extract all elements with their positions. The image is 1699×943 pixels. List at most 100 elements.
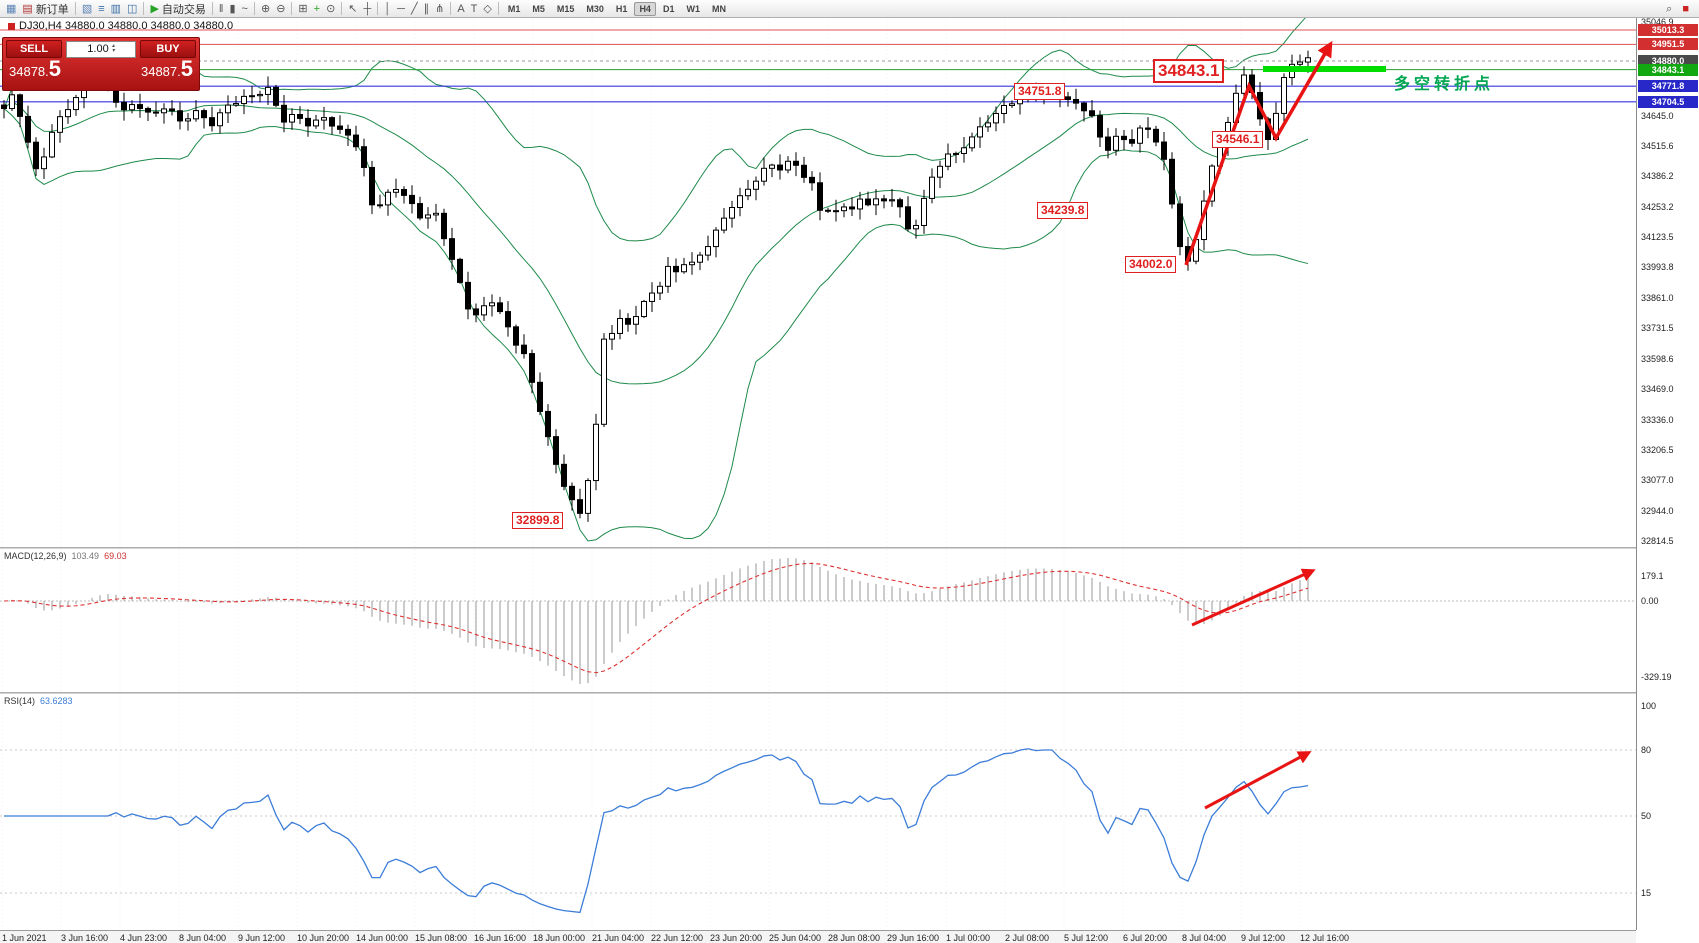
price-level-label: 34951.5 [1638, 38, 1698, 51]
new-order-button[interactable]: ▤ 新订单 [19, 1, 71, 17]
time-axis[interactable]: 1 Jun 2021 3 Jun 16:00 4 Jun 23:00 8 Jun 04… [0, 930, 1636, 943]
price-annotation[interactable]: 34002.0 [1125, 256, 1177, 273]
cursor-button[interactable]: ↖ [345, 1, 360, 17]
trendline-button[interactable]: ╱ [408, 1, 421, 17]
volume-field[interactable]: 1.00 ▴ ▾ [66, 40, 136, 58]
toolbar-separator [341, 2, 343, 15]
price-level-label: 34704.5 [1638, 95, 1698, 108]
timeframe-w1-button[interactable]: W1 [686, 3, 700, 14]
timeframe-m15-button[interactable]: M15 [556, 3, 575, 14]
vertical-grid [1, 18, 1301, 929]
auto-trading-button[interactable]: ▶ 自动交易 [147, 1, 208, 17]
price-level-label: 34771.8 [1638, 80, 1698, 93]
navigator-button[interactable]: ◫ [124, 1, 140, 17]
toolbar-separator [74, 2, 76, 15]
vertical-line-button[interactable]: │ [381, 1, 394, 17]
price-annotation[interactable]: 34843.1 [1153, 59, 1225, 83]
time-label: 16 Jun 16:00 [474, 933, 527, 943]
zoom-in-button[interactable]: ⊕ [258, 1, 273, 17]
time-label: 5 Jul 12:00 [1064, 933, 1109, 943]
volume-down-button[interactable]: ▾ [111, 48, 115, 54]
cycles-button[interactable]: ⊙ [323, 1, 338, 17]
new-chart-button[interactable]: ▦ [3, 1, 19, 17]
toolbar-separator [497, 2, 499, 15]
toolbar-separator [143, 2, 145, 15]
volume-up-button[interactable]: ▴ [111, 43, 115, 49]
data-window-icon: ▥ [110, 2, 122, 15]
symbol-icon [8, 22, 15, 30]
price-level-label: 35013.3 [1638, 24, 1698, 37]
crosshair-button[interactable]: ┼ [361, 1, 375, 17]
zoom-out-button[interactable]: ⊖ [273, 1, 288, 17]
time-label: 6 Jul 20:00 [1123, 933, 1168, 943]
bollinger-middle [3, 101, 1309, 385]
main-trend-arrow [1184, 40, 1333, 266]
time-label: 14 Jun 00:00 [356, 933, 409, 943]
market-watch-button[interactable]: ≡ [95, 1, 107, 17]
panel-separator[interactable] [0, 547, 1636, 549]
price-tick: 32814.5 [1641, 536, 1674, 547]
price-axis[interactable]: 35046.9 34645.0 34515.6 34386.2 34253.2 34123… [1636, 17, 1699, 930]
price-tick: 34515.6 [1641, 140, 1674, 151]
text-button[interactable]: A [454, 1, 467, 17]
toolbar-separator [211, 2, 213, 15]
price-annotation[interactable]: 34546.1 [1212, 131, 1264, 148]
toolbar-right-group: ⌕ ■ [1663, 1, 1696, 17]
tile-windows-button[interactable]: ⊞ [295, 1, 310, 17]
timeframe-m5-button[interactable]: M5 [532, 3, 545, 14]
price-tick: 32944.0 [1641, 506, 1674, 517]
channel-button[interactable]: ∥ [421, 1, 433, 17]
timeframe-mn-button[interactable]: MN [711, 3, 726, 14]
fibonacci-button[interactable]: ⋔ [432, 1, 447, 17]
horizontal-line-icon: ─ [397, 2, 405, 15]
time-label: 23 Jun 20:00 [710, 933, 763, 943]
line-chart-button[interactable]: ~ [239, 1, 251, 17]
shapes-button[interactable]: ◇ [480, 1, 494, 17]
buy-button[interactable]: BUY [140, 40, 196, 58]
price-annotation[interactable]: 32899.8 [512, 512, 564, 529]
price-tick: 33861.0 [1641, 293, 1674, 303]
sell-button[interactable]: SELL [6, 40, 62, 58]
timeframe-m1-button[interactable]: M1 [507, 3, 521, 14]
timeframe-m30-button[interactable]: M30 [586, 3, 604, 14]
timeframe-h4-button[interactable]: H4 [634, 1, 656, 16]
app-badge[interactable]: ■ [1679, 1, 1692, 17]
app-badge-icon: ■ [1682, 2, 1689, 15]
toolbar-separator [291, 2, 293, 15]
price-tick: 33731.5 [1641, 323, 1674, 334]
bollinger-bands [3, 14, 1309, 542]
horizontal-line-button[interactable]: ─ [394, 1, 408, 17]
indicators-button[interactable]: + [311, 1, 323, 17]
one-click-trade-panel[interactable]: SELL 1.00 ▴ ▾ BUY 34878.5 34887.5 [2, 37, 200, 91]
trend-arrows[interactable] [1184, 40, 1333, 810]
candles-group [1, 50, 1311, 522]
price-tick: 33598.6 [1641, 354, 1674, 365]
timeframe-h1-button[interactable]: H1 [615, 3, 628, 14]
price-annotation[interactable]: 34239.8 [1037, 202, 1089, 219]
bollinger-lower [3, 108, 1309, 542]
search-button[interactable]: ⌕ [1663, 1, 1675, 17]
new-chart-icon: ▦ [6, 2, 17, 15]
macd-scale-tick: -329.19 [1641, 672, 1672, 682]
level-lines[interactable] [0, 29, 1636, 103]
price-annotation[interactable]: 34751.8 [1014, 83, 1066, 100]
candlestick-chart-button[interactable]: ▮ [226, 1, 238, 17]
macd-scale-tick: 179.1 [1641, 571, 1664, 581]
macd-trend-arrow [1191, 568, 1316, 627]
panel-separator[interactable] [0, 692, 1636, 694]
time-label: 21 Jun 04:00 [592, 933, 645, 943]
timeframe-d1-button[interactable]: D1 [662, 3, 675, 14]
symbol-ohlc-text: DJ30,H4 34880.0 34880.0 34880.0 34880.0 [19, 20, 234, 32]
zoom-out-icon: ⊖ [276, 2, 286, 15]
text-label-button[interactable]: T [468, 1, 481, 17]
profiles-button[interactable]: ▧ [79, 1, 95, 17]
line-chart-icon: ~ [241, 2, 248, 15]
time-label: 4 Jun 23:00 [120, 933, 168, 943]
data-window-button[interactable]: ▥ [108, 1, 124, 17]
bar-chart-button[interactable]: ‖ [216, 1, 227, 17]
turning-point-note[interactable]: 多空转折点 [1394, 76, 1495, 93]
price-tick: 33336.0 [1641, 415, 1674, 426]
time-label: 12 Jul 16:00 [1300, 933, 1350, 943]
time-label: 29 Jun 16:00 [887, 933, 940, 943]
